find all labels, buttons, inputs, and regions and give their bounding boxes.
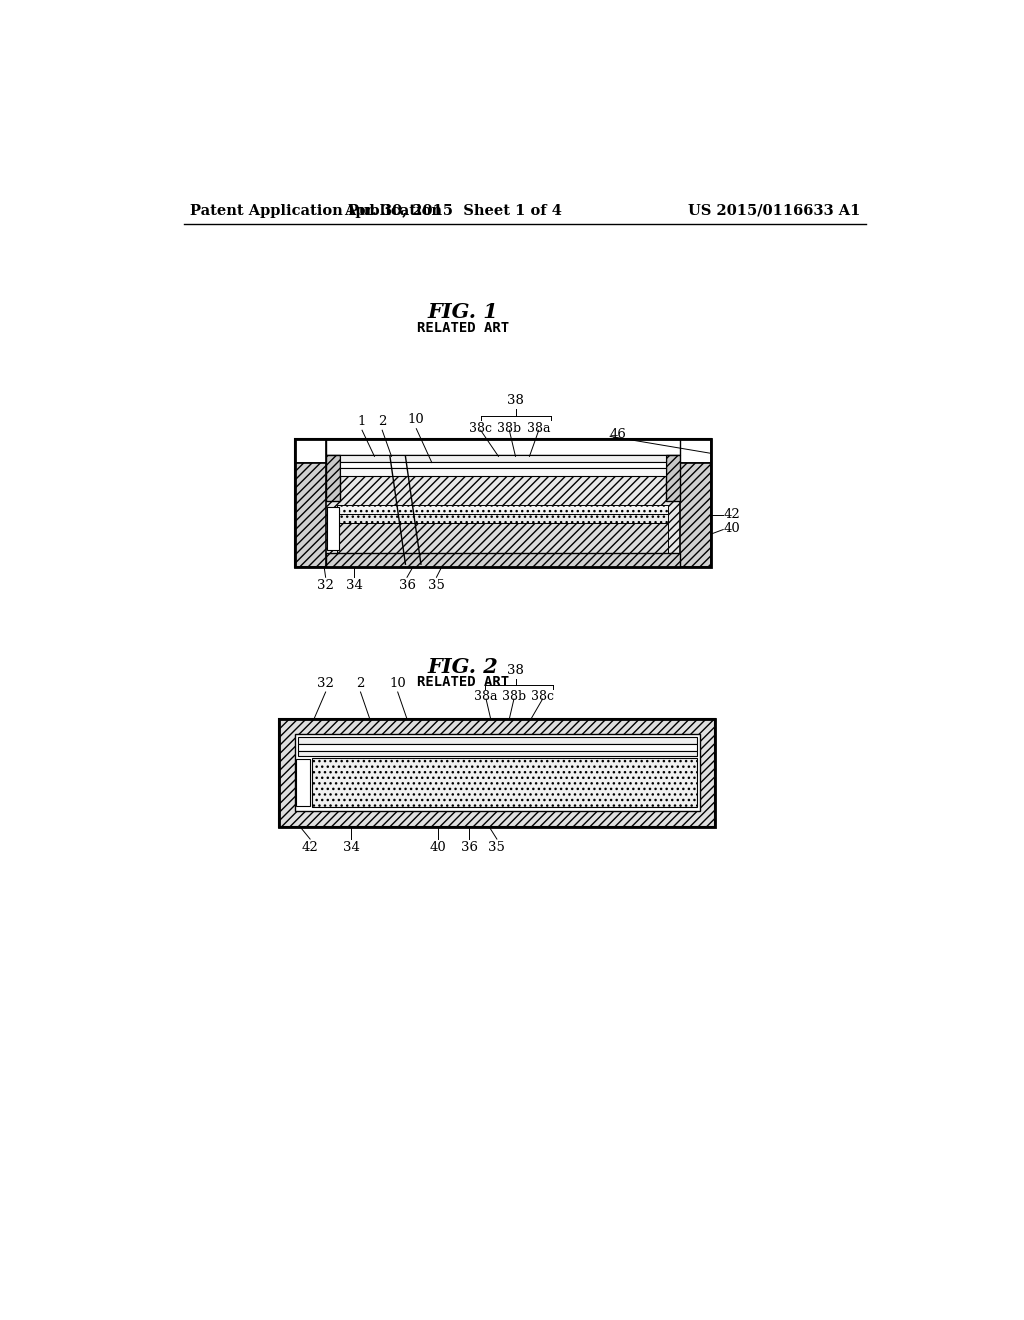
Text: 46: 46 (610, 428, 627, 441)
Text: 35: 35 (488, 841, 505, 854)
Text: 38a: 38a (474, 690, 498, 704)
Bar (295, 462, 326, 566)
Text: 34: 34 (346, 578, 362, 591)
Text: 38a: 38a (527, 422, 551, 434)
Text: 36: 36 (398, 578, 416, 591)
Text: FIG. 2: FIG. 2 (427, 656, 498, 677)
Bar (295, 440, 711, 566)
Text: 2: 2 (356, 677, 365, 689)
Bar (298, 738, 697, 744)
Text: US 2015/0116633 A1: US 2015/0116633 A1 (688, 203, 860, 218)
Bar (298, 751, 697, 756)
Text: 42: 42 (302, 841, 318, 854)
Text: 38: 38 (507, 664, 524, 677)
Bar (298, 744, 697, 751)
Text: 32: 32 (317, 578, 334, 591)
Text: 1: 1 (357, 414, 367, 428)
Bar (295, 734, 700, 812)
Bar (280, 719, 716, 826)
Bar (666, 455, 680, 502)
Bar (295, 440, 326, 462)
Bar (326, 440, 680, 455)
Text: 38b: 38b (498, 422, 521, 434)
Bar (328, 507, 339, 550)
Text: 38: 38 (507, 395, 524, 407)
Text: 38c: 38c (469, 422, 493, 434)
Bar (680, 462, 711, 566)
Text: 10: 10 (389, 677, 407, 689)
Text: 32: 32 (317, 677, 334, 689)
Text: 42: 42 (723, 508, 740, 520)
Bar (311, 758, 697, 807)
Bar (326, 455, 340, 502)
Text: 40: 40 (430, 841, 446, 854)
Bar (296, 759, 310, 807)
Bar (337, 515, 669, 523)
Text: 35: 35 (428, 578, 444, 591)
Bar (295, 440, 711, 566)
Text: 34: 34 (343, 841, 359, 854)
Text: RELATED ART: RELATED ART (417, 321, 509, 335)
Text: 38c: 38c (531, 690, 554, 704)
Text: RELATED ART: RELATED ART (417, 675, 509, 689)
Text: 36: 36 (461, 841, 477, 854)
Bar (337, 523, 669, 553)
Bar (340, 455, 666, 462)
Bar (680, 440, 711, 462)
Bar (337, 506, 669, 515)
Text: 38b: 38b (502, 690, 526, 704)
Text: FIG. 1: FIG. 1 (427, 302, 498, 322)
Bar (340, 462, 666, 467)
Text: Apr. 30, 2015  Sheet 1 of 4: Apr. 30, 2015 Sheet 1 of 4 (344, 203, 562, 218)
Text: 10: 10 (408, 413, 425, 426)
Text: Patent Application Publication: Patent Application Publication (190, 203, 442, 218)
Bar (326, 553, 680, 566)
Bar (280, 719, 716, 826)
Bar (340, 469, 666, 475)
Text: 40: 40 (723, 521, 740, 535)
Text: 2: 2 (378, 414, 386, 428)
